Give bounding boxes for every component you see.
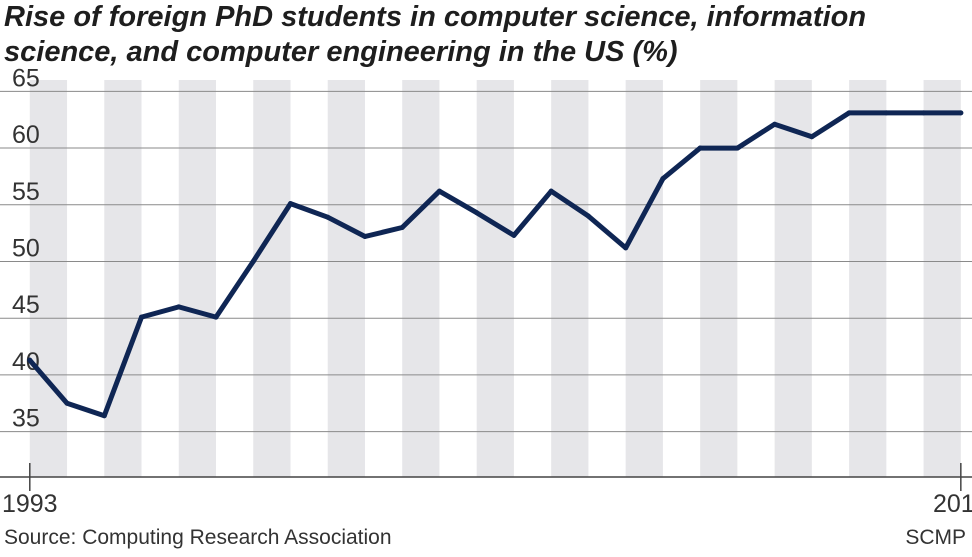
data-point — [27, 357, 33, 363]
series-line — [27, 110, 964, 419]
data-point — [250, 258, 256, 264]
data-point — [325, 214, 331, 220]
data-point — [585, 213, 591, 219]
credit-label: SCMP — [905, 526, 966, 549]
data-point — [176, 304, 182, 310]
data-point — [958, 110, 964, 116]
grid-bands — [29, 80, 961, 477]
grid-band — [774, 80, 812, 477]
data-point — [213, 314, 219, 320]
grid-band — [29, 80, 68, 477]
grid-band — [476, 80, 514, 477]
data-series — [27, 110, 964, 419]
chart-title-line-1: Rise of foreign PhD students in computer… — [4, 1, 867, 33]
data-point — [139, 314, 145, 320]
data-point — [399, 224, 405, 230]
data-point — [660, 176, 666, 182]
y-tick-label: 50 — [12, 234, 40, 262]
data-point — [883, 110, 889, 116]
data-point — [548, 188, 554, 194]
grid-band — [625, 80, 663, 477]
chart-title-line-2: science, and computer engineering in the… — [4, 36, 678, 68]
y-tick-label: 45 — [12, 291, 40, 319]
source-note: Source: Computing Research Association — [4, 526, 392, 549]
grid-band — [104, 80, 142, 477]
grid-band — [923, 80, 961, 477]
data-point — [734, 145, 740, 151]
line-chart: 35 40 45 50 55 60 65 1993 2018 — [0, 64, 972, 518]
data-point — [474, 210, 480, 216]
data-point — [809, 134, 815, 140]
y-tick-label: 65 — [12, 64, 40, 92]
grid-band — [849, 80, 887, 477]
data-point — [511, 232, 517, 238]
x-tick-label: 1993 — [2, 490, 58, 518]
data-point — [101, 413, 107, 419]
data-point — [64, 400, 70, 406]
y-tick-label: 60 — [12, 121, 40, 149]
grid-band — [402, 80, 440, 477]
data-point — [921, 110, 927, 116]
y-tick-label: 55 — [12, 178, 40, 206]
data-point — [772, 121, 778, 127]
data-point — [697, 145, 703, 151]
y-axis: 35 40 45 50 55 60 65 — [0, 64, 972, 433]
grid-band — [700, 80, 738, 477]
chart-title: Rise of foreign PhD students in computer… — [4, 0, 964, 70]
data-point — [846, 110, 852, 116]
data-point — [362, 234, 368, 240]
x-axis: 1993 2018 — [0, 463, 972, 518]
data-point — [436, 188, 442, 194]
grid-band — [178, 80, 216, 477]
x-tick-label: 2018 — [933, 490, 972, 518]
y-tick-label: 40 — [12, 348, 40, 376]
grid-band — [327, 80, 365, 477]
data-point — [287, 201, 293, 207]
y-tick-label: 35 — [12, 405, 40, 433]
data-point — [623, 245, 629, 251]
grid-band — [551, 80, 589, 477]
grid-band — [253, 80, 291, 477]
